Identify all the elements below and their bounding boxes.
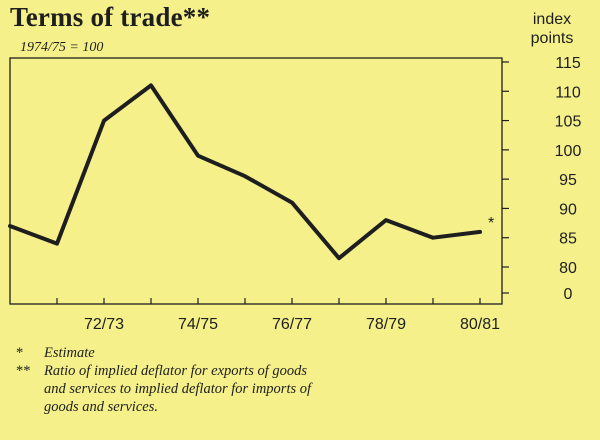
plot-frame [9, 57, 503, 305]
y-tick-label: 90 [559, 201, 577, 218]
footnote-text: Ratio of implied deflator for exports of… [44, 363, 308, 379]
data-point [8, 224, 12, 228]
estimate-annotation: * [488, 215, 494, 232]
data-point [431, 236, 435, 240]
data-point [55, 242, 59, 246]
x-tick-label: 72/73 [84, 316, 124, 333]
data-point [102, 119, 106, 123]
data-point [196, 154, 200, 158]
x-tick-label: 80/81 [460, 316, 500, 333]
y-tick-label: 100 [555, 143, 582, 160]
footnotes: * Estimate ** Ratio of implied deflator fo… [16, 344, 311, 416]
footnote-2: ** Ratio of implied deflator for exports … [16, 362, 311, 380]
footnote-mark [16, 380, 44, 398]
footnote-text: goods and services. [44, 399, 158, 415]
data-point [149, 83, 153, 87]
y-tick-label: 105 [555, 114, 582, 131]
data-point [384, 218, 388, 222]
data-point [478, 230, 482, 234]
x-tick-label: 78/79 [366, 316, 406, 333]
data-point [290, 201, 294, 205]
footnote-2-cont: and services to implied deflator for imp… [16, 380, 311, 398]
x-tick-label: 76/77 [272, 316, 312, 333]
y-tick-label: 80 [559, 260, 577, 277]
footnote-1: * Estimate [16, 344, 311, 362]
footnote-text: and services to implied deflator for imp… [44, 381, 312, 397]
data-point [243, 174, 247, 178]
y-axis-unit-label: index points [530, 11, 574, 47]
y-tick-label: 95 [559, 172, 577, 189]
chart-subtitle: 1974/75 = 100 [20, 40, 104, 55]
footnote-2-end: goods and services. [16, 398, 311, 416]
y-tick-label: 85 [559, 231, 577, 248]
footnote-mark: * [16, 345, 24, 361]
footnote-mark: ** [16, 363, 31, 379]
y-tick-label: 0 [564, 286, 573, 303]
y-tick-label: 110 [555, 84, 581, 101]
footnote-mark [16, 398, 44, 416]
series-line [8, 83, 482, 261]
y-tick-label: 115 [555, 55, 581, 72]
data-point [337, 256, 341, 260]
chart-title: Terms of trade** [10, 2, 211, 32]
x-tick-label: 74/75 [178, 316, 218, 333]
footnote-text: Estimate [44, 345, 95, 361]
